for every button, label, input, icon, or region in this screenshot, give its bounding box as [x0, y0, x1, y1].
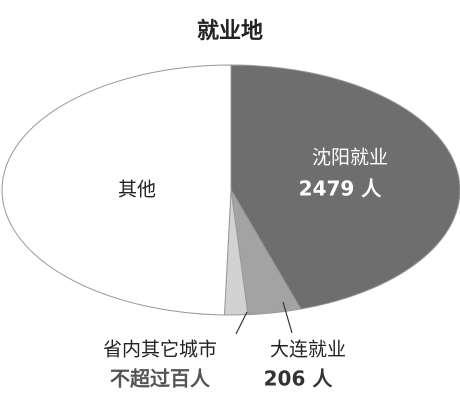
leader-line [235, 311, 248, 335]
chart-title: 就业地 [197, 18, 263, 44]
slice-label: 其他 [118, 179, 156, 201]
value-label: 不超过百人 [110, 367, 211, 391]
value-label: 2479 人 [299, 177, 383, 201]
leader-line [282, 301, 293, 334]
pie-slice [1, 64, 232, 316]
slice-label: 省内其它城市 [103, 339, 217, 361]
slice-label: 大连就业 [270, 339, 346, 361]
slice-label: 沈阳就业 [312, 147, 388, 169]
value-label: 206 人 [264, 367, 334, 391]
pie-slice [230, 64, 460, 310]
